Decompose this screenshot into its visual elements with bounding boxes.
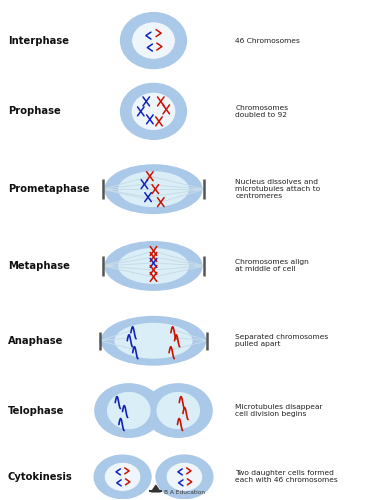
Text: Chromosomes
doubled to 92: Chromosomes doubled to 92 <box>235 105 288 118</box>
Ellipse shape <box>143 383 213 438</box>
Ellipse shape <box>107 392 150 430</box>
Text: Microtubules disappear
cell division begins: Microtubules disappear cell division beg… <box>235 404 323 417</box>
Ellipse shape <box>166 462 203 492</box>
Ellipse shape <box>156 392 200 430</box>
Ellipse shape <box>118 248 189 284</box>
Text: Anaphase: Anaphase <box>8 336 63 345</box>
Text: Chromosomes align
at middle of cell: Chromosomes align at middle of cell <box>235 260 309 272</box>
Ellipse shape <box>104 241 203 291</box>
Text: Prometaphase: Prometaphase <box>8 184 90 194</box>
Text: Two daughter cells formed
each with 46 chromosomes: Two daughter cells formed each with 46 c… <box>235 470 338 484</box>
Ellipse shape <box>120 82 187 140</box>
Ellipse shape <box>94 454 152 500</box>
Ellipse shape <box>118 171 189 207</box>
Ellipse shape <box>101 316 206 366</box>
Text: Metaphase: Metaphase <box>8 261 70 271</box>
Ellipse shape <box>155 454 214 500</box>
Ellipse shape <box>120 12 187 70</box>
Ellipse shape <box>104 462 141 492</box>
Text: 46 Chromosomes: 46 Chromosomes <box>235 38 300 44</box>
Text: Nucleus dissolves and
microtubules attach to
centromeres: Nucleus dissolves and microtubules attac… <box>235 179 320 199</box>
Ellipse shape <box>104 164 203 214</box>
Text: Prophase: Prophase <box>8 106 61 117</box>
Text: Separated chromosomes
pulled apart: Separated chromosomes pulled apart <box>235 334 328 347</box>
Text: Interphase: Interphase <box>8 36 69 46</box>
Text: Cytokinesis: Cytokinesis <box>8 472 73 482</box>
Text: B A Education: B A Education <box>164 490 206 496</box>
Ellipse shape <box>115 323 193 358</box>
Ellipse shape <box>94 383 163 438</box>
Ellipse shape <box>132 22 175 60</box>
Text: Telophase: Telophase <box>8 406 64 415</box>
Ellipse shape <box>132 92 175 130</box>
